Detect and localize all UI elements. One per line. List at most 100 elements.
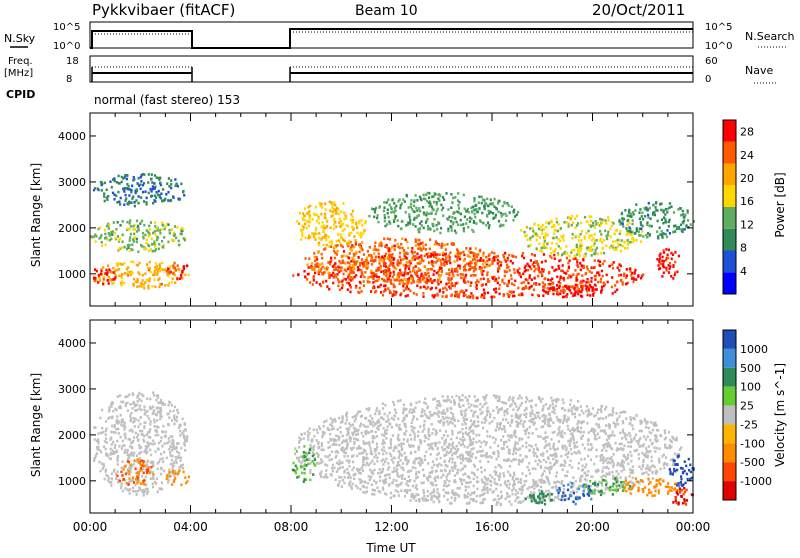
power-cell xyxy=(361,224,363,227)
power-cell xyxy=(156,273,158,276)
power-cell xyxy=(558,245,560,248)
velocity-cell xyxy=(143,435,145,438)
velocity-cell xyxy=(555,405,557,408)
velocity-cell xyxy=(161,488,163,491)
power-cell xyxy=(318,217,320,220)
velocity-cell xyxy=(352,461,354,464)
power-cell xyxy=(420,242,422,245)
velocity-cell xyxy=(544,422,546,425)
velocity-cell xyxy=(540,465,542,468)
power-cell xyxy=(451,294,453,297)
power-cell xyxy=(594,240,596,243)
power-cell xyxy=(554,257,556,260)
power-cell xyxy=(532,230,534,233)
power-cell xyxy=(667,254,669,257)
power-cell xyxy=(401,237,403,240)
power-cell xyxy=(412,223,414,226)
velocity-cell xyxy=(346,416,348,419)
velocity-cell xyxy=(580,458,582,461)
power-cell xyxy=(498,277,500,280)
power-cell xyxy=(359,251,361,254)
power-cell xyxy=(394,286,396,289)
velocity-cell xyxy=(116,440,118,443)
power-cell xyxy=(135,281,137,284)
power-cell xyxy=(594,278,596,281)
velocity-cell xyxy=(514,500,516,503)
power-cell xyxy=(107,264,109,267)
power-cell xyxy=(127,188,129,191)
velocity-cell xyxy=(101,409,103,412)
power-cell xyxy=(314,236,316,239)
power-cell xyxy=(334,257,336,260)
power-cell xyxy=(511,291,513,294)
velocity-cell xyxy=(378,410,380,413)
velocity-cell xyxy=(141,459,143,462)
velocity-cell xyxy=(149,449,151,452)
noise-left-label: N.Sky xyxy=(4,32,36,45)
velocity-cell xyxy=(642,461,644,464)
velocity-cell xyxy=(116,419,118,422)
power-cell xyxy=(624,209,626,212)
power-cell xyxy=(344,262,346,265)
velocity-cell xyxy=(138,471,140,474)
power-cell xyxy=(107,195,109,198)
power-cell xyxy=(454,260,456,263)
power-cell xyxy=(661,260,663,263)
velocity-cell xyxy=(326,464,328,467)
velocity-cell xyxy=(433,490,435,493)
power-cell xyxy=(668,249,670,252)
velocity-cell xyxy=(169,445,171,448)
power-cell xyxy=(409,221,411,224)
velocity-cell xyxy=(511,493,513,496)
velocity-cell xyxy=(146,469,148,472)
velocity-cell xyxy=(397,418,399,421)
velocity-cell xyxy=(339,480,341,483)
power-cell xyxy=(590,216,592,219)
power-cell xyxy=(183,237,185,240)
power-cell xyxy=(419,196,421,199)
velocity-cell xyxy=(508,500,510,503)
power-cell xyxy=(121,246,123,249)
power-cell xyxy=(419,279,421,282)
power-cell xyxy=(143,200,145,203)
power-cell xyxy=(504,271,506,274)
power-cell xyxy=(626,224,628,227)
power-cell xyxy=(160,268,162,271)
power-cell xyxy=(151,181,153,184)
power-cell xyxy=(333,227,335,230)
velocity-cell xyxy=(431,466,433,469)
power-cell xyxy=(395,205,397,208)
power-cell xyxy=(498,200,500,203)
velocity-cell xyxy=(455,395,457,398)
power-cell xyxy=(111,231,113,234)
power-cell xyxy=(554,229,556,232)
power-cell xyxy=(342,239,344,242)
velocity-cell xyxy=(141,433,143,436)
power-cell xyxy=(168,272,170,275)
power-cell xyxy=(101,184,103,187)
power-cell xyxy=(581,230,583,233)
power-cell xyxy=(657,235,659,238)
freq-label-line1: Freq. xyxy=(8,56,33,67)
power-cell xyxy=(158,243,160,246)
power-cell xyxy=(599,218,601,221)
power-cell xyxy=(513,295,515,298)
power-cell xyxy=(383,238,385,241)
power-cell xyxy=(358,222,360,225)
velocity-cell xyxy=(147,490,149,493)
power-cell xyxy=(481,202,483,205)
velocity-cell xyxy=(136,454,138,457)
velocity-cell xyxy=(448,452,450,455)
power-cell xyxy=(611,225,613,228)
power-cell xyxy=(123,203,125,206)
velocity-cell xyxy=(649,431,651,434)
power-cell xyxy=(133,176,135,179)
velocity-cell xyxy=(169,401,171,404)
power-cell xyxy=(562,264,564,267)
power-cell xyxy=(585,281,587,284)
velocity-cell xyxy=(607,467,609,470)
freq-right-tick-bottom: 0 xyxy=(705,74,711,85)
power-cell xyxy=(380,284,382,287)
power-cell xyxy=(151,243,153,246)
power-cell xyxy=(526,226,528,229)
